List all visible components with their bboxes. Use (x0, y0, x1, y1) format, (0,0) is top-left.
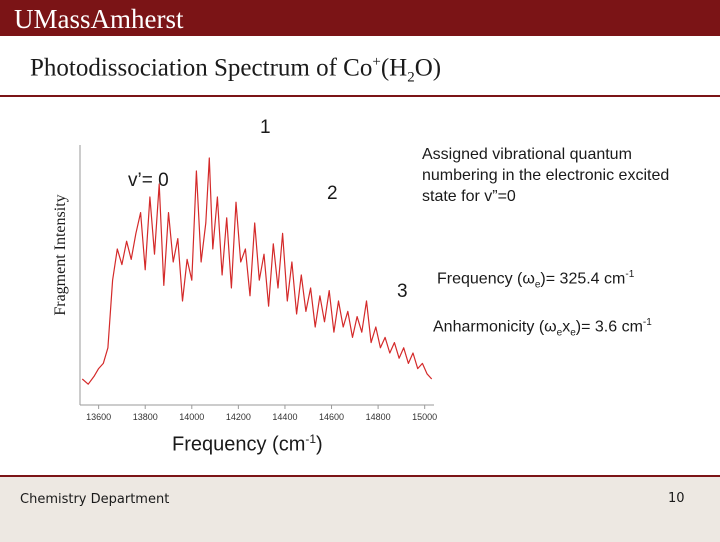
x-axis-label-sup: -1 (305, 432, 317, 446)
department-name: Chemistry Department (20, 492, 170, 507)
slide-title: Photodissociation Spectrum of Co+(H2O) (30, 54, 441, 86)
anharm-sub2: e (570, 327, 576, 339)
anharm-prefix: Anharmonicity (ω (433, 318, 557, 336)
frequency-note: Frequency (ωe)= 325.4 cm-1 (437, 264, 634, 296)
title-paren-open: (H (380, 54, 408, 82)
assignment-note: Assigned vibrational quantum numbering i… (422, 146, 670, 205)
anharm-sub1: e (556, 327, 563, 339)
anharm-mid: x (562, 318, 571, 336)
peak-label-1: 1 (260, 117, 271, 138)
title-paren-close: O) (414, 54, 442, 82)
title-main: Photodissociation Spectrum of Co (30, 54, 373, 82)
footer-bar: Chemistry Department 10 (0, 475, 720, 542)
x-tick-label-14200: 14200 (226, 412, 251, 422)
frequency-sup: -1 (625, 269, 635, 280)
peak-label-v0: v’= 0 (128, 170, 169, 191)
x-tick-label-15000: 15000 (412, 412, 437, 422)
peak-label-3: 3 (397, 281, 408, 302)
y-axis-label: Fragment Intensity (52, 194, 69, 316)
title-divider (0, 95, 720, 97)
page-number: 10 (668, 491, 685, 506)
frequency-prefix: Frequency (ω (437, 270, 535, 288)
x-tick-label-13800: 13800 (133, 412, 158, 422)
title-subscript: 2 (407, 69, 415, 86)
x-tick-label-14800: 14800 (366, 412, 391, 422)
x-tick-label-13600: 13600 (86, 412, 111, 422)
anharmonicity-note: Anharmonicity (ωexe)= 3.6 cm-1 (433, 312, 652, 344)
x-axis-label-prefix: Frequency (cm (172, 433, 306, 456)
x-tick-label-14400: 14400 (272, 412, 297, 422)
umass-logo: UMassAmherst (14, 4, 184, 34)
x-axis-label-suffix: ) (316, 433, 323, 456)
anharm-sup: -1 (642, 317, 652, 328)
spectrum-line (81, 157, 433, 385)
x-axis-label: Frequency (cm-1) (172, 432, 323, 457)
x-tick-label-14000: 14000 (179, 412, 204, 422)
title-charge: + (372, 54, 381, 70)
frequency-suffix: )= 325.4 cm (540, 270, 626, 288)
header-banner: UMassAmherst (0, 0, 720, 36)
frequency-sub: e (534, 279, 541, 291)
anharm-suffix: )= 3.6 cm (575, 318, 643, 336)
x-tick-label-14600: 14600 (319, 412, 344, 422)
peak-label-2: 2 (327, 183, 338, 204)
